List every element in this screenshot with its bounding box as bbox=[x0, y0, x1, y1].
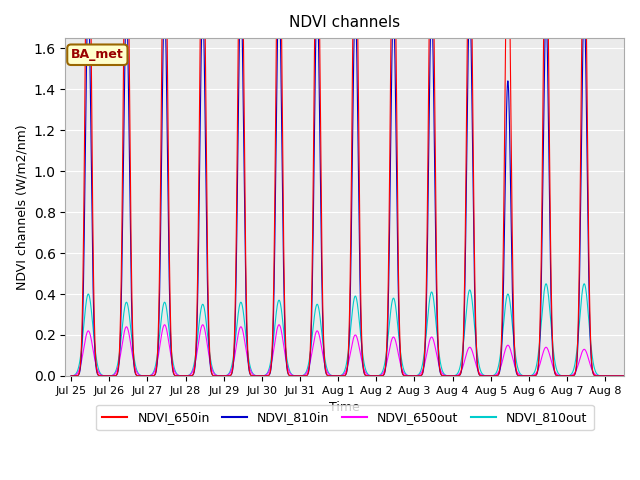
NDVI_810out bbox=[620, 373, 628, 379]
NDVI_650out bbox=[367, 373, 375, 379]
NDVI_650out bbox=[161, 322, 168, 328]
Line: NDVI_650out: NDVI_650out bbox=[71, 325, 624, 376]
NDVI_650out bbox=[279, 338, 287, 344]
NDVI_810in bbox=[67, 373, 75, 379]
NDVI_650in bbox=[367, 373, 375, 379]
NDVI_810out bbox=[105, 373, 113, 379]
NDVI_810out bbox=[367, 373, 375, 379]
NDVI_810out bbox=[279, 321, 287, 326]
NDVI_810out bbox=[200, 305, 208, 311]
Y-axis label: NDVI channels (W/m2/nm): NDVI channels (W/m2/nm) bbox=[15, 124, 28, 290]
NDVI_650out bbox=[105, 373, 113, 379]
Title: NDVI channels: NDVI channels bbox=[289, 15, 401, 30]
NDVI_650in bbox=[478, 373, 486, 379]
NDVI_810in bbox=[279, 228, 287, 234]
NDVI_650out bbox=[200, 324, 208, 330]
NDVI_810in bbox=[620, 373, 628, 379]
NDVI_650out bbox=[620, 373, 628, 379]
Legend: NDVI_650in, NDVI_810in, NDVI_650out, NDVI_810out: NDVI_650in, NDVI_810in, NDVI_650out, NDV… bbox=[96, 405, 593, 431]
NDVI_810out bbox=[67, 373, 75, 379]
NDVI_650out bbox=[67, 373, 75, 379]
NDVI_810out bbox=[478, 370, 486, 376]
Line: NDVI_810out: NDVI_810out bbox=[71, 284, 624, 376]
NDVI_650in bbox=[105, 373, 113, 379]
Line: NDVI_650in: NDVI_650in bbox=[71, 0, 624, 376]
X-axis label: Time: Time bbox=[330, 401, 360, 414]
NDVI_810in bbox=[478, 373, 486, 379]
NDVI_650in bbox=[401, 373, 408, 379]
NDVI_650out bbox=[401, 371, 408, 376]
NDVI_650out bbox=[478, 372, 486, 378]
NDVI_650in bbox=[67, 373, 75, 379]
NDVI_810out bbox=[401, 368, 408, 374]
NDVI_810out bbox=[542, 281, 550, 287]
NDVI_650in bbox=[620, 373, 628, 379]
NDVI_810in bbox=[105, 373, 113, 379]
NDVI_810in bbox=[200, 52, 208, 58]
NDVI_810in bbox=[401, 373, 408, 379]
NDVI_810in bbox=[367, 373, 375, 379]
NDVI_650in bbox=[279, 180, 287, 185]
Line: NDVI_810in: NDVI_810in bbox=[71, 0, 624, 376]
Text: BA_met: BA_met bbox=[71, 48, 124, 61]
